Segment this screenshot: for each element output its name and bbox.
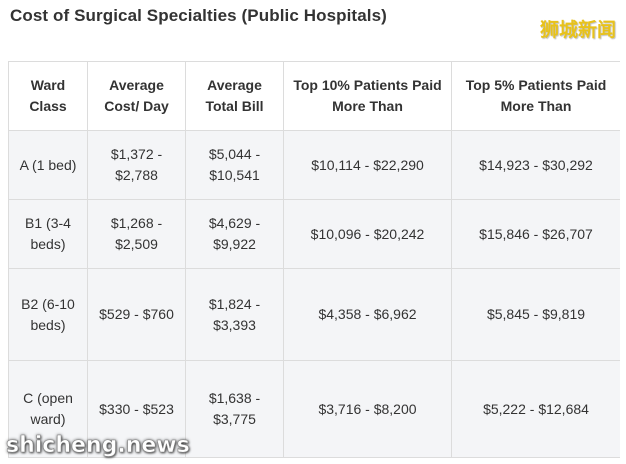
cost-table: Ward Class Average Cost/ Day Average Tot…	[8, 61, 620, 458]
cell-top-5-percent: $15,846 - $26,707	[451, 199, 620, 269]
header-average-total-bill: Average Total Bill	[185, 61, 284, 131]
cell-ward-class: B1 (3-4 beds)	[8, 199, 88, 269]
cell-average-cost-day: $330 - $523	[87, 360, 186, 458]
cell-top-10-percent: $3,716 - $8,200	[283, 360, 452, 458]
cell-average-cost-day: $529 - $760	[87, 268, 186, 361]
cell-top-10-percent: $10,096 - $20,242	[283, 199, 452, 269]
cost-table-container: Ward Class Average Cost/ Day Average Tot…	[8, 61, 620, 458]
header-average-cost-day: Average Cost/ Day	[87, 61, 186, 131]
watermark-bottom: shicheng.news	[6, 433, 190, 459]
page-title: Cost of Surgical Specialties (Public Hos…	[10, 6, 387, 25]
table-row: B2 (6-10 beds) $529 - $760 $1,824 - $3,3…	[8, 268, 620, 361]
cell-average-cost-day: $1,372 - $2,788	[87, 130, 186, 200]
cell-top-10-percent: $4,358 - $6,962	[283, 268, 452, 361]
cell-ward-class: C (open ward)	[8, 360, 88, 458]
cell-ward-class: B2 (6-10 beds)	[8, 268, 88, 361]
cell-average-total-bill: $1,638 - $3,775	[185, 360, 284, 458]
cell-average-total-bill: $1,824 - $3,393	[185, 268, 284, 361]
cell-average-total-bill: $4,629 - $9,922	[185, 199, 284, 269]
cell-top-5-percent: $5,845 - $9,819	[451, 268, 620, 361]
table-row: A (1 bed) $1,372 - $2,788 $5,044 - $10,5…	[8, 130, 620, 200]
header-ward-class: Ward Class	[8, 61, 88, 131]
cell-average-cost-day: $1,268 - $2,509	[87, 199, 186, 269]
table-row: B1 (3-4 beds) $1,268 - $2,509 $4,629 - $…	[8, 199, 620, 269]
table-row: C (open ward) $330 - $523 $1,638 - $3,77…	[8, 360, 620, 458]
cell-top-5-percent: $14,923 - $30,292	[451, 130, 620, 200]
header-top-10-percent: Top 10% Patients Paid More Than	[283, 61, 452, 131]
cell-average-total-bill: $5,044 - $10,541	[185, 130, 284, 200]
header-top-5-percent: Top 5% Patients Paid More Than	[451, 61, 620, 131]
cell-ward-class: A (1 bed)	[8, 130, 88, 200]
watermark-top: 狮城新闻	[539, 19, 616, 41]
table-header-row: Ward Class Average Cost/ Day Average Tot…	[8, 61, 620, 131]
cell-top-10-percent: $10,114 - $22,290	[283, 130, 452, 200]
cell-top-5-percent: $5,222 - $12,684	[451, 360, 620, 458]
